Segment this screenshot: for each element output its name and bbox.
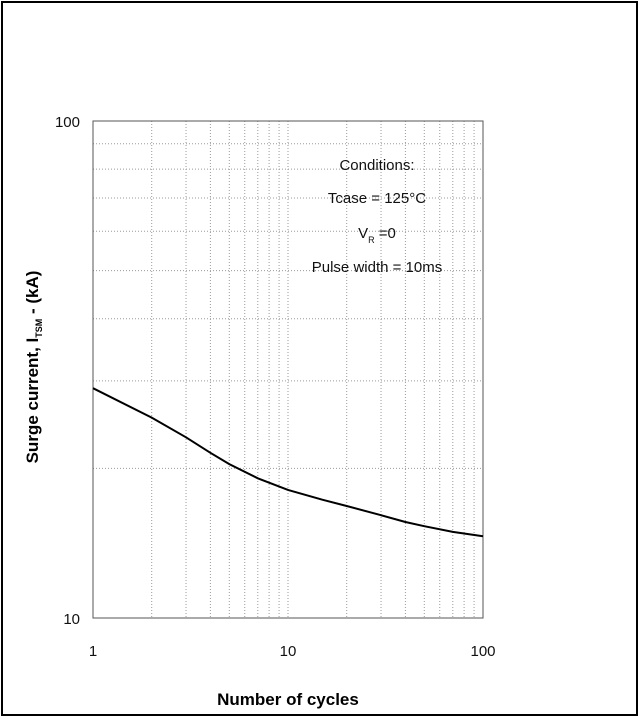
conditions-title: Conditions: bbox=[339, 157, 414, 174]
surge-current-line bbox=[92, 387, 484, 538]
y-label-sub: TSM bbox=[34, 319, 44, 338]
plot-area bbox=[92, 120, 484, 619]
vr-sub: R bbox=[368, 235, 375, 245]
vr-rest: =0 bbox=[375, 225, 396, 242]
conditions-box: Conditions: Tcase = 125°C VR =0 Pulse wi… bbox=[312, 157, 442, 276]
y-label-post: - (kA) bbox=[23, 271, 42, 319]
conditions-tcase: Tcase = 125°C bbox=[328, 190, 426, 207]
conditions-pulse-width: Pulse width = 10ms bbox=[312, 259, 442, 276]
x-tick-label: 1 bbox=[89, 643, 97, 660]
tick-labels: 1 10 100 10 100 bbox=[55, 114, 496, 660]
x-tick-label: 100 bbox=[470, 643, 495, 660]
y-tick-label: 10 bbox=[63, 611, 80, 628]
conditions-vr: VR =0 bbox=[358, 225, 396, 245]
y-axis-label: Surge current, ITSM - (kA) bbox=[23, 271, 44, 464]
series-group bbox=[92, 387, 484, 538]
vr-main: V bbox=[358, 225, 368, 242]
x-tick-label: 10 bbox=[280, 643, 297, 660]
x-axis-label: Number of cycles bbox=[217, 690, 359, 709]
y-tick-label: 100 bbox=[55, 114, 80, 131]
y-label-pre: Surge current, I bbox=[23, 338, 42, 464]
